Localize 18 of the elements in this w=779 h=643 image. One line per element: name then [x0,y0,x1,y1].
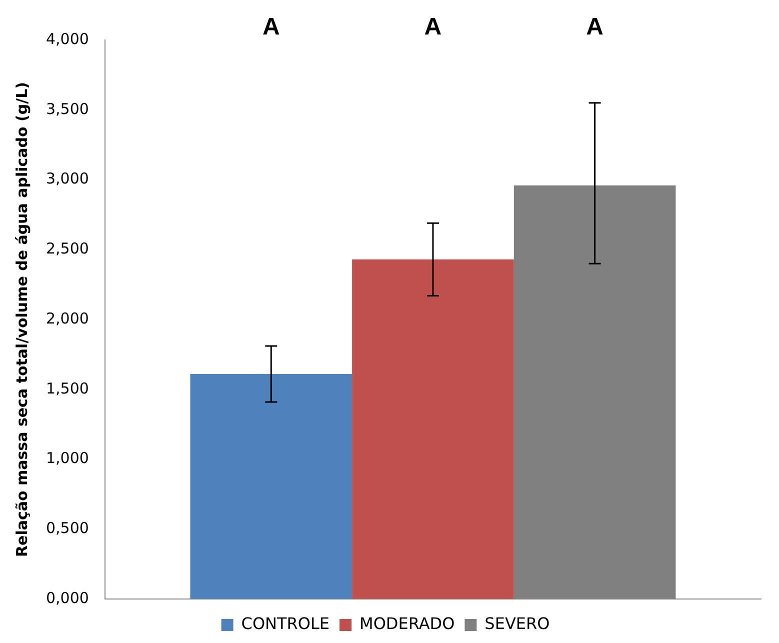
y-tick-label: 2,000 [46,309,89,328]
annotation: A [262,14,280,41]
annotation: A [424,14,442,41]
y-axis-title: Relação massa seca total/volume de água aplicado (g/L) [12,82,31,558]
y-tick-label: 4,000 [46,30,89,48]
legend-label: CONTROLE [241,614,330,634]
y-tick-label: 0,000 [46,588,89,607]
bar [352,259,514,599]
annotation: A [586,14,604,41]
y-tick-label: 1,500 [46,379,89,398]
bar [190,374,352,599]
y-tick-label: 0,500 [46,519,89,538]
legend-label: MODERADO [360,614,455,634]
y-tick-label: 2,500 [46,240,89,258]
y-tick-label: 3,500 [46,100,89,118]
y-tick-label: 3,000 [46,170,89,188]
y-tick-label: 1,000 [46,449,89,468]
legend-label: SEVERO [484,614,550,634]
